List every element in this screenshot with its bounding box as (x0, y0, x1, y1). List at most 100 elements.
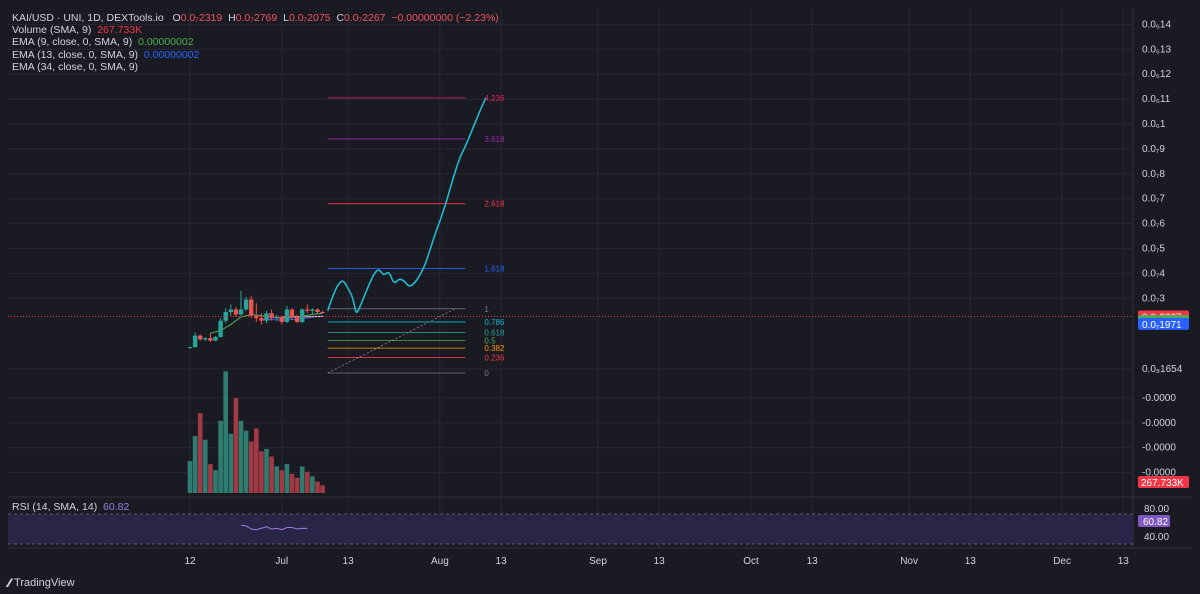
low-value: 0.0₇2075 (288, 12, 331, 24)
volume-bar (320, 485, 325, 493)
volume-bar (238, 420, 244, 493)
volume-bar (279, 470, 285, 493)
time-tick-label: Sep (589, 556, 607, 567)
price-tick-label: 0.0₇9 (1142, 144, 1165, 155)
brand-name: TradingView (14, 577, 75, 589)
time-tick-label: 13 (496, 556, 508, 567)
open-label: O (172, 12, 181, 24)
price-tick-label: 0.0₆14 (1142, 19, 1171, 30)
time-tick-label: 13 (343, 556, 355, 567)
volume-value: 267.733K (97, 24, 143, 37)
ema34-legend-row[interactable]: EMA (34, close, 0, SMA, 9) (12, 61, 499, 73)
volume-bar (254, 428, 259, 493)
candle-body (274, 316, 279, 319)
rsi-tick-label: 80.00 (1144, 504, 1169, 515)
symbol-row[interactable]: KAI/USD · UNI, 1D, DEXTools.io O0.0₇2319… (12, 12, 499, 24)
volume-bar (264, 448, 269, 493)
volume-bar (294, 477, 300, 493)
fib-level-label: 0 (484, 369, 489, 378)
candle-body (254, 315, 259, 319)
candle-body (249, 299, 254, 316)
rsi-label: RSI (14, SMA, 14) (12, 501, 98, 513)
candle-body (233, 309, 239, 315)
low-label: L (283, 12, 289, 24)
price-tick-label: 0.0₇6 (1142, 219, 1165, 230)
candle-body (294, 316, 300, 322)
ema13-legend-row[interactable]: EMA (13, close, 0, SMA, 9) 0.00000002 (12, 49, 499, 61)
time-tick-label: Dec (1053, 556, 1071, 567)
fib-level-label: 0.5 (484, 337, 496, 346)
volume-bar (243, 430, 249, 493)
volume-bar (269, 456, 274, 493)
ema13-label: EMA (13, close, 0, SMA, 9) (12, 48, 139, 61)
volume-legend-row[interactable]: Volume (SMA, 9) 267.733K (12, 24, 499, 36)
ema9-legend-row[interactable]: EMA (9, close, 0, SMA, 9) 0.00000002 (12, 36, 499, 48)
price-tick-label: 0.0₆13 (1142, 44, 1171, 55)
volume-bar (248, 441, 254, 493)
volume-bar (274, 466, 279, 493)
candle-body (305, 309, 310, 311)
fib-level-label: 1.618 (484, 264, 505, 273)
candle-body (284, 309, 290, 322)
candle-body (289, 309, 295, 317)
candle-body (320, 311, 325, 313)
high-value: 0.0₇2769 (235, 12, 278, 24)
open-value: 0.0₇2319 (180, 12, 223, 24)
candle-body (259, 318, 264, 321)
volume-bar (218, 420, 223, 493)
candle-body (208, 338, 213, 341)
price-tick-label: 0.0₆11 (1142, 94, 1171, 105)
candle-body (228, 309, 233, 312)
candle-body (238, 309, 244, 315)
price-tick-label: 0.0₆12 (1142, 69, 1171, 80)
volume-bar (228, 433, 234, 493)
ema13-value: 0.00000002 (143, 48, 200, 61)
price-tick-label: -0.0000 (1142, 468, 1176, 479)
rsi-badge (1138, 515, 1170, 527)
tradingview-brand[interactable]: ⁄⁄ TradingView (8, 576, 75, 590)
time-tick-label: 13 (654, 556, 666, 567)
volume-bar (203, 439, 208, 493)
candle-body (243, 299, 249, 310)
candle-body (223, 311, 228, 321)
price-tick-label: 0.0₇4 (1142, 268, 1165, 279)
candle-body (213, 336, 218, 341)
fib-level-label: 0.618 (484, 329, 505, 338)
rsi-value: 60.82 (103, 501, 130, 513)
price-tick-label: 0.0₈1654 (1142, 364, 1183, 375)
tradingview-logo-icon: ⁄⁄ (8, 576, 11, 590)
volume-bar (208, 464, 213, 493)
time-tick-label: Aug (431, 556, 449, 567)
ema9-label: EMA (9, close, 0, SMA, 9) (12, 36, 133, 49)
volume-bar (284, 464, 290, 493)
fib-level-label: 1 (484, 305, 489, 314)
time-tick-label: 12 (184, 556, 196, 567)
rsi-badge-label: 60.82 (1143, 517, 1168, 528)
price-tick-label: -0.0000 (1142, 443, 1176, 454)
candle-body (279, 316, 284, 322)
price-badge (1138, 317, 1189, 330)
high-label: H (228, 12, 236, 24)
candle-body (192, 335, 198, 348)
fib-level-label: 0.236 (484, 354, 505, 363)
price-tick-label: -0.0000 (1142, 393, 1176, 404)
volume-label: Volume (SMA, 9) (12, 24, 92, 37)
candle-body (315, 309, 320, 312)
fib-level-label: 2.618 (484, 200, 505, 209)
time-tick-label: 13 (1118, 556, 1130, 567)
fib-level-label: 4.236 (484, 94, 505, 103)
volume-bar (315, 481, 320, 493)
change-value: −0.00000000 (−2.23%) (391, 12, 499, 24)
price-tick-label: -0.0000 (1142, 418, 1176, 429)
volume-bar (299, 466, 305, 493)
volume-badge-label: 267.733K (1141, 478, 1184, 489)
fib-level-label: 3.618 (484, 135, 505, 144)
candle-body (300, 309, 305, 322)
price-tick-label: 0.0₇3 (1142, 293, 1165, 304)
candle-body (187, 347, 193, 349)
price-tick-label: 0.0₇8 (1142, 169, 1165, 180)
rsi-legend[interactable]: RSI (14, SMA, 14) 60.82 (12, 501, 129, 513)
